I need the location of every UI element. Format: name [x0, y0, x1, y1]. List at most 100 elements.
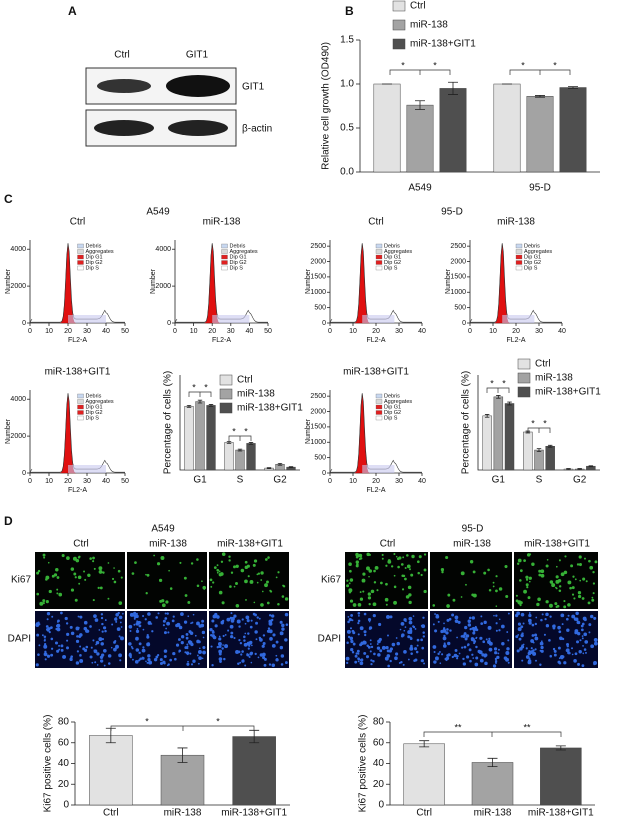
legend-swatch [77, 249, 84, 254]
s-phase [362, 465, 395, 473]
legend-label: Dip S [230, 265, 244, 271]
error-bar [208, 404, 214, 407]
significance-bracket [527, 427, 551, 433]
y-tick-label: 1000 [310, 289, 326, 296]
x-tick-label: 50 [121, 478, 129, 485]
y-tick-label: 4000 [155, 246, 171, 253]
y-tick-label: 20 [58, 779, 70, 790]
group-title: 95-D [441, 207, 463, 218]
row-label: DAPI [8, 634, 31, 645]
y-axis-label: Percentage of cells (%) [461, 371, 472, 474]
error-bar [226, 441, 232, 444]
legend-label: miR-138 [410, 20, 448, 31]
legend-swatch [515, 260, 523, 265]
annotation: * [216, 716, 220, 726]
legend-label: Dip S [86, 415, 100, 421]
annotation: * [232, 426, 236, 436]
legend-label: Dip G2 [86, 260, 103, 266]
y-axis-label: Number [305, 268, 312, 294]
legend-swatch [392, 0, 406, 12]
s-phase [68, 315, 106, 323]
legend-label: Dip G2 [230, 260, 247, 266]
y-tick-label: 40 [373, 758, 385, 769]
x-tick-label: 30 [395, 478, 403, 485]
bar [504, 403, 515, 471]
bar [235, 449, 245, 471]
row-label: Ki67 [321, 575, 341, 586]
legend-label: Dip G1 [384, 254, 401, 260]
y-tick-label: 0 [22, 320, 26, 327]
plot-title: Ctrl [368, 217, 384, 228]
y-tick-label: 2000 [155, 283, 171, 290]
error-bar [277, 462, 283, 466]
legend-label: Aggregates [230, 249, 258, 255]
y-tick-label: 2500 [450, 243, 466, 250]
legend-swatch [375, 254, 383, 260]
bar [89, 735, 133, 806]
y-tick-label: 4000 [10, 246, 26, 253]
legend-swatch [375, 243, 383, 249]
legend-label: Dip S [384, 415, 398, 421]
cells [514, 611, 598, 668]
plot-title: miR-138+GIT1 [343, 367, 409, 378]
x-axis-label: FL2-A [68, 487, 87, 494]
x-tick-label: G1 [193, 475, 207, 486]
legend-label: Dip G1 [230, 254, 247, 260]
y-axis-label: Number [5, 418, 12, 444]
error-bar [177, 747, 188, 763]
x-tick-label: 40 [246, 328, 254, 335]
y-tick-label: 1500 [310, 274, 326, 281]
bar [482, 415, 492, 471]
plot-title: miR-138 [203, 217, 241, 228]
y-tick-label: 60 [58, 737, 70, 748]
legend-label: Dip G2 [384, 260, 401, 266]
x-tick-label: 95-D [529, 183, 551, 194]
legend-swatch [392, 19, 406, 31]
x-tick-label: S [536, 475, 543, 486]
x-tick-label: 40 [102, 328, 110, 335]
bar [232, 736, 276, 806]
y-axis-label: Ki67 positive cells (%) [358, 715, 369, 813]
significance-bracket [423, 731, 562, 737]
column-label: miR-138 [453, 539, 491, 550]
bar [545, 446, 555, 471]
y-tick-label: 4000 [10, 396, 26, 403]
legend-swatch [515, 254, 523, 260]
x-tick-label: miR-138 [474, 808, 512, 819]
error-bar [566, 468, 571, 470]
error-bar [568, 86, 578, 89]
legend-swatch [77, 243, 84, 249]
legend-swatch [392, 38, 406, 50]
legend-swatch [375, 415, 383, 421]
bar [493, 396, 504, 471]
cells [128, 611, 206, 667]
blot-band [168, 120, 228, 136]
y-tick-label: 1000 [310, 439, 326, 446]
x-tick-label: 0 [328, 328, 332, 335]
legend-label: Ctrl [410, 1, 426, 12]
blot-band [97, 79, 151, 93]
legend-swatch [515, 243, 523, 249]
legend-swatch [221, 260, 228, 265]
g1-peak [494, 243, 510, 324]
error-bar [536, 448, 542, 452]
significance-bracket [486, 387, 510, 393]
y-tick-label: 1000 [450, 289, 466, 296]
error-bar [197, 399, 203, 404]
y-tick-label: 1500 [310, 424, 326, 431]
g1-peak [204, 243, 220, 324]
y-tick-label: 500 [314, 454, 326, 461]
y-axis-label: Number [5, 268, 12, 294]
legend-label: Aggregates [524, 249, 552, 255]
legend-swatch [375, 399, 383, 404]
bar [184, 406, 194, 471]
legend-label: miR-138+GIT1 [535, 387, 601, 398]
bar [493, 83, 521, 173]
legend-swatch [221, 249, 228, 254]
legend-swatch [219, 402, 233, 414]
row-label: DAPI [318, 634, 341, 645]
x-tick-label: 10 [45, 478, 53, 485]
bar [246, 443, 256, 471]
error-bar [484, 414, 490, 418]
x-tick-label: 40 [418, 328, 426, 335]
